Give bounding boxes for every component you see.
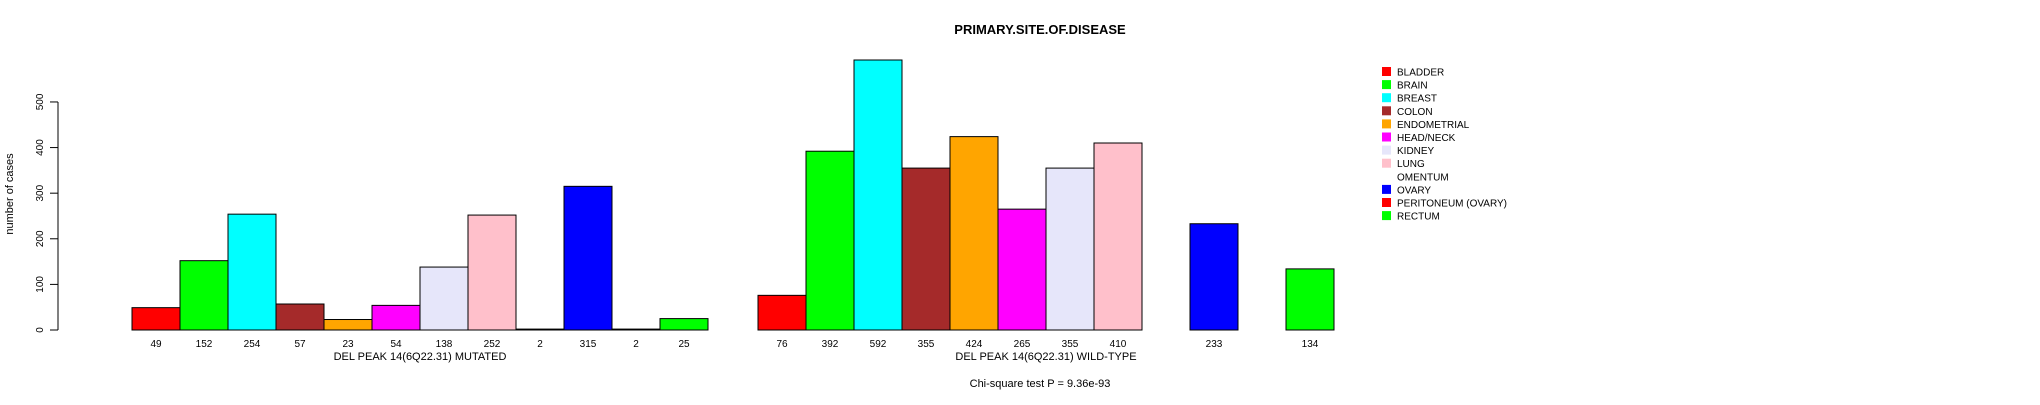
chart-title: PRIMARY.SITE.OF.DISEASE [954,22,1126,37]
legend-item: BRAIN [1382,80,1428,92]
bar [227,213,277,331]
legend-item: RECTUM [1382,211,1440,223]
y-tick-label: 0 [35,327,46,333]
bar [179,260,229,331]
legend-item: COLON [1382,106,1433,118]
legend-swatch [1382,145,1391,155]
bar-panel: 76 392 592 355 424 265 355 410 233 134 DEL PEAK 14… [757,59,1335,363]
bar [1189,223,1239,331]
bar [323,319,373,331]
bar-value-label: 49 [150,339,162,350]
bar [1285,268,1335,331]
legend-swatch [1382,211,1391,221]
bar-value-label: 2 [633,339,639,350]
bar [901,167,951,331]
bar-value-label: 152 [196,339,213,350]
legend-swatch [1382,184,1391,194]
bar-value-label: 265 [1014,339,1031,350]
bar-value-label: 134 [1302,339,1319,350]
y-tick-label: 400 [35,139,46,156]
bar [805,150,855,331]
legend-item: PERITONEUM (OVARY) [1382,198,1507,210]
bar-value-label: 424 [966,339,983,350]
legend-item: OMENTUM [1382,171,1449,183]
legend-label: RECTUM [1397,212,1440,223]
bar-value-label: 355 [1062,339,1079,350]
bar [467,214,517,331]
legend-item: ENDOMETRIAL [1382,119,1470,131]
bar [757,294,807,331]
bar-value-label: 57 [294,339,306,350]
bar [419,266,469,331]
y-axis-label: number of cases [4,153,16,235]
legend-item: BREAST [1382,93,1437,105]
bar-value-label: 410 [1110,339,1127,350]
bar-panel: 49 152 254 57 23 54 138 252 2 315 2 25 DEL PEAK 14(6… [131,185,709,363]
bar [563,185,613,331]
y-tick-label: 100 [35,276,46,293]
y-tick-label: 300 [35,184,46,201]
bar [131,307,181,331]
legend-swatch [1382,158,1391,168]
bar-value-label: 392 [822,339,839,350]
bar [659,318,709,331]
legend-label: OMENTUM [1397,172,1449,183]
legend-label: LUNG [1397,159,1425,170]
bar [515,328,565,331]
bar-value-label: 355 [918,339,935,350]
legend-label: BRAIN [1397,81,1428,92]
group-label: DEL PEAK 14(6Q22.31) WILD-TYPE [955,351,1136,363]
legend-item: HEAD/NECK [1382,132,1456,144]
legend-swatch [1382,119,1391,129]
legend-label: PERITONEUM (OVARY) [1397,199,1507,210]
bar [275,303,325,331]
bar-value-label: 233 [1206,339,1223,350]
y-tick-label: 200 [35,230,46,247]
bar-value-label: 592 [870,339,887,350]
legend-swatch [1382,67,1391,76]
bar-value-label: 23 [342,339,354,350]
bar-value-label: 2 [537,339,543,350]
legend-swatch [1382,106,1391,116]
legend-label: ENDOMETRIAL [1397,120,1470,131]
bar [997,208,1047,331]
bar [949,136,999,331]
bar-value-label: 25 [678,339,690,350]
legend-label: OVARY [1397,185,1431,196]
legend-label: COLON [1397,107,1433,118]
group-label: DEL PEAK 14(6Q22.31) MUTATED [334,351,507,363]
legend-item: BLADDER [1382,67,1444,79]
legend-swatch [1382,80,1391,90]
legend-item: LUNG [1382,158,1425,170]
bar-value-label: 252 [484,339,501,350]
legend-swatch [1382,198,1391,207]
legend-item: KIDNEY [1382,145,1435,157]
bar [1045,167,1095,331]
legend-swatch [1382,132,1391,142]
legend-label: BLADDER [1397,68,1444,79]
bar [611,328,661,331]
legend-label: BREAST [1397,94,1437,105]
legend-label: HEAD/NECK [1397,133,1456,144]
bar-value-label: 54 [390,339,402,350]
bar [853,59,903,331]
legend-item: OVARY [1382,184,1431,196]
y-tick-label: 500 [35,93,46,110]
legend-swatch [1382,171,1391,181]
bar [1093,142,1143,331]
bar-value-label: 315 [580,339,597,350]
bar-value-label: 76 [776,339,788,350]
legend-label: KIDNEY [1397,146,1435,157]
bar-value-label: 254 [244,339,261,350]
legend-swatch [1382,93,1391,103]
bar-value-label: 138 [436,339,453,350]
chart-footnote: Chi-square test P = 9.36e-93 [970,378,1111,390]
bar [371,304,421,331]
